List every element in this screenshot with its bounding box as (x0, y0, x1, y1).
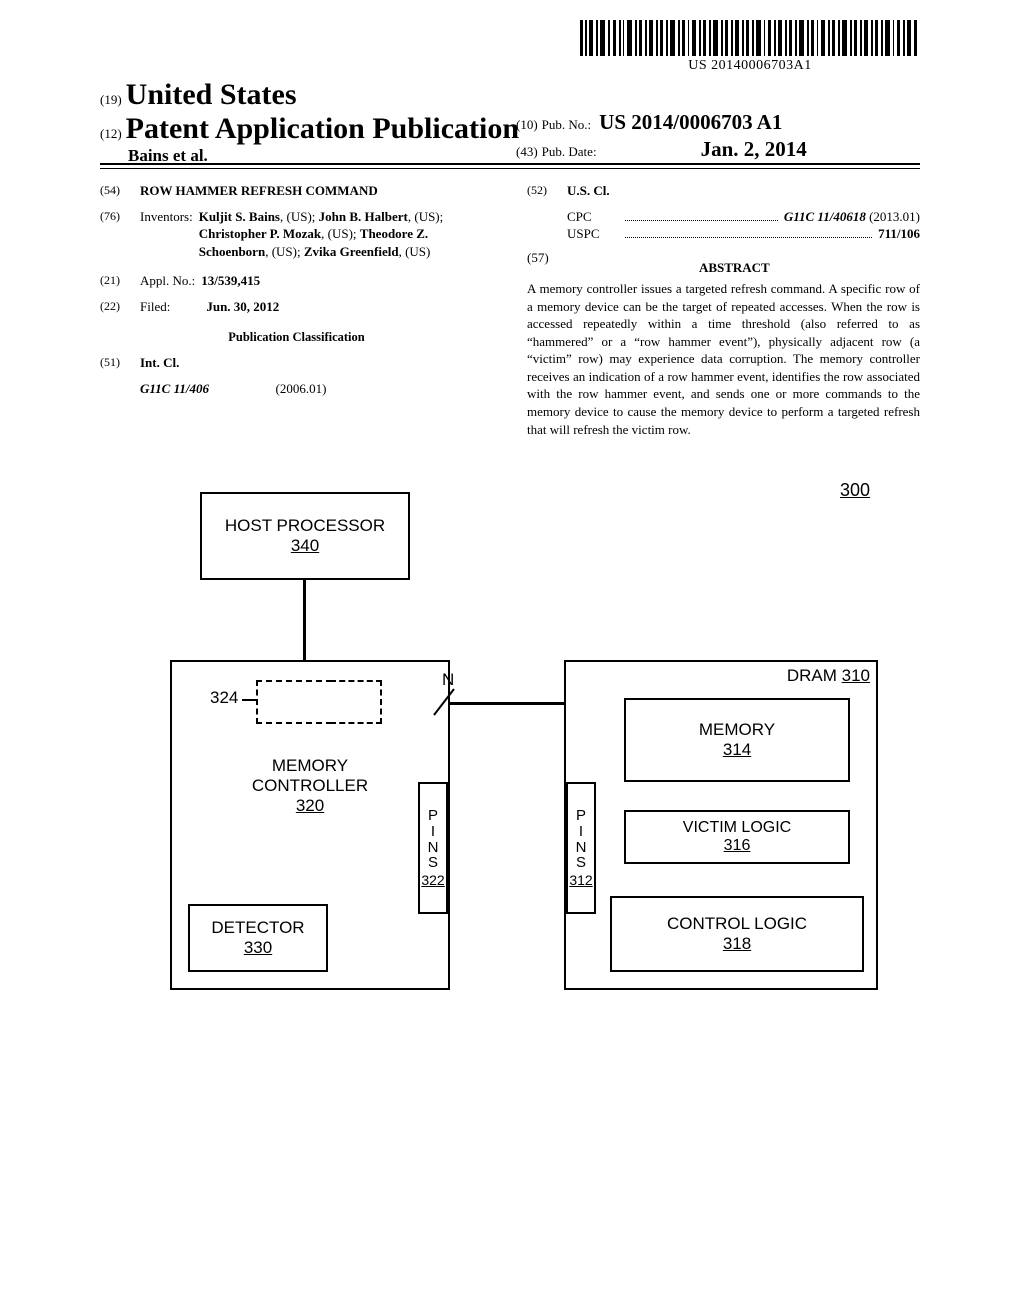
barcode-graphic (580, 20, 920, 56)
cpc-label: CPC (567, 208, 619, 226)
memory-ref: 314 (723, 740, 751, 760)
tag-76: (76) (100, 208, 140, 261)
intcl-date: (2006.01) (276, 381, 327, 396)
pubdate: Jan. 2, 2014 (701, 137, 807, 161)
detector-box: DETECTOR 330 (188, 904, 328, 972)
detector-label: DETECTOR (211, 918, 304, 938)
detector-ref: 330 (244, 938, 272, 958)
leader-dots (625, 228, 872, 238)
biblio-columns: (54) ROW HAMMER REFRESH COMMAND (76) Inv… (100, 182, 920, 438)
pub-type: Patent Application Publication (126, 112, 519, 145)
appl-label: Appl. No.: (140, 272, 195, 290)
host-label: HOST PROCESSOR (225, 516, 385, 536)
memory-box: MEMORY 314 (624, 698, 850, 782)
tag-54: (54) (100, 182, 140, 200)
invention-title: ROW HAMMER REFRESH COMMAND (140, 182, 378, 200)
pubno: US 2014/0006703 A1 (599, 110, 782, 134)
tag-52: (52) (527, 182, 567, 200)
intcl-label: Int. Cl. (140, 354, 179, 372)
abstract-header: ABSTRACT (549, 259, 920, 277)
host-processor-box: HOST PROCESSOR 340 (200, 492, 410, 580)
barcode-svg (580, 20, 920, 56)
appl-no: 13/539,415 (201, 272, 260, 290)
mc-ref: 320 (220, 796, 400, 816)
pins-left-ref: 322 (421, 873, 444, 888)
leader-dots (625, 211, 778, 221)
dram-ref: 310 (842, 666, 870, 685)
bus-dash-left (256, 680, 332, 724)
figure-300: 300 HOST PROCESSOR 340 MEMORYCONTROLLER … (130, 480, 890, 1010)
filed-label: Filed: (140, 298, 170, 316)
tag-12: (12) (100, 126, 122, 141)
mc-label: MEMORYCONTROLLER (220, 756, 400, 796)
control-label: CONTROL LOGIC (667, 914, 807, 934)
patent-header: (19) United States (12) Patent Applicati… (100, 78, 920, 166)
pins-right-ref: 312 (569, 873, 592, 888)
pins-left-label: PINS (428, 808, 439, 871)
tag-10: (10) (516, 117, 538, 132)
header-right: (10) Pub. No.: US 2014/0006703 A1 (43) P… (516, 110, 807, 162)
memory-label: MEMORY (699, 720, 775, 740)
bus-horizontal (448, 702, 564, 705)
control-ref: 318 (723, 934, 751, 954)
mc-label-wrap: MEMORYCONTROLLER 320 (220, 756, 400, 816)
uspc-value: 711/106 (878, 225, 920, 243)
country: United States (126, 78, 297, 111)
tag-21: (21) (100, 272, 140, 290)
victim-ref: 316 (724, 837, 751, 855)
connector-vertical (303, 580, 306, 660)
left-column: (54) ROW HAMMER REFRESH COMMAND (76) Inv… (100, 182, 493, 438)
host-ref: 340 (291, 536, 319, 556)
tag-22: (22) (100, 298, 140, 316)
cpc-value: G11C 11/40618 (784, 209, 866, 224)
right-column: (52) U.S. Cl. CPC G11C 11/40618 (2013.01… (527, 182, 920, 438)
tag-43: (43) (516, 144, 538, 159)
tag-19: (19) (100, 92, 122, 107)
barcode-region: US 20140006703A1 (580, 20, 920, 74)
rule-light (100, 168, 920, 169)
pins-right-label: PINS (576, 808, 587, 871)
inventors-list: Kuljit S. Bains, (US); John B. Halbert, … (199, 208, 493, 261)
tag-57: (57) (527, 249, 549, 281)
bus-dash-right (330, 680, 382, 724)
victim-logic-box: VICTIM LOGIC 316 (624, 810, 850, 864)
intcl-code: G11C 11/406 (140, 381, 209, 396)
pins-right-box: PINS 312 (566, 782, 596, 914)
barcode-text: US 20140006703A1 (580, 58, 920, 74)
inventors-label: Inventors: (140, 208, 193, 261)
classification-header: Publication Classification (100, 329, 493, 346)
filed-date: Jun. 30, 2012 (206, 298, 279, 316)
pubdate-label: Pub. Date: (542, 144, 597, 159)
bus-label-324-leader (242, 699, 258, 701)
pins-left-box: PINS 322 (418, 782, 448, 914)
dram-label: DRAM 310 (787, 666, 870, 686)
uscl-label: U.S. Cl. (567, 182, 610, 200)
uspc-label: USPC (567, 225, 619, 243)
dram-text: DRAM (787, 666, 837, 685)
abstract-text: A memory controller issues a targeted re… (527, 280, 920, 438)
rule-heavy (100, 163, 920, 165)
victim-label: VICTIM LOGIC (683, 819, 791, 837)
tag-51: (51) (100, 354, 140, 372)
figure-ref: 300 (840, 480, 870, 501)
bus-label-324: 324 (210, 688, 238, 708)
pubno-label: Pub. No.: (542, 117, 591, 132)
control-logic-box: CONTROL LOGIC 318 (610, 896, 864, 972)
